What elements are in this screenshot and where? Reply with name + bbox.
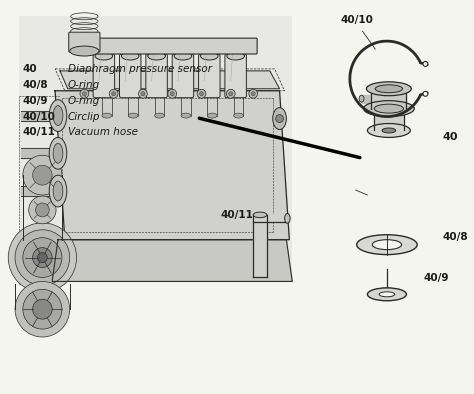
Circle shape xyxy=(249,89,257,98)
Ellipse shape xyxy=(49,175,67,207)
Text: 40/9: 40/9 xyxy=(23,96,48,106)
Circle shape xyxy=(15,230,70,285)
Ellipse shape xyxy=(382,128,396,133)
Circle shape xyxy=(227,89,235,98)
Ellipse shape xyxy=(102,113,112,118)
FancyBboxPatch shape xyxy=(225,54,246,98)
Ellipse shape xyxy=(285,214,290,223)
Ellipse shape xyxy=(53,181,63,201)
Circle shape xyxy=(33,299,52,319)
Circle shape xyxy=(8,223,76,292)
FancyBboxPatch shape xyxy=(199,54,220,98)
Text: O-ring: O-ring xyxy=(68,80,100,90)
Circle shape xyxy=(15,281,70,337)
Polygon shape xyxy=(374,109,403,130)
Circle shape xyxy=(423,61,428,66)
Text: 40/10: 40/10 xyxy=(340,15,373,25)
Circle shape xyxy=(170,92,174,96)
Ellipse shape xyxy=(53,106,63,126)
FancyBboxPatch shape xyxy=(93,54,115,98)
FancyBboxPatch shape xyxy=(91,38,257,54)
Ellipse shape xyxy=(174,52,191,60)
Ellipse shape xyxy=(364,101,414,117)
Ellipse shape xyxy=(128,113,138,118)
Ellipse shape xyxy=(379,292,395,297)
Text: 40: 40 xyxy=(443,132,458,142)
Ellipse shape xyxy=(367,288,406,301)
Ellipse shape xyxy=(207,113,217,118)
Ellipse shape xyxy=(374,104,403,113)
Polygon shape xyxy=(362,95,371,103)
Ellipse shape xyxy=(356,235,417,255)
Circle shape xyxy=(276,115,283,123)
Polygon shape xyxy=(21,111,50,121)
Ellipse shape xyxy=(201,52,218,60)
Ellipse shape xyxy=(70,46,99,56)
Polygon shape xyxy=(55,91,289,240)
Circle shape xyxy=(141,92,145,96)
Circle shape xyxy=(138,89,147,98)
Polygon shape xyxy=(21,149,50,158)
Circle shape xyxy=(80,89,89,98)
Circle shape xyxy=(168,89,177,98)
Ellipse shape xyxy=(49,100,67,132)
Circle shape xyxy=(29,196,56,224)
Text: 40/10: 40/10 xyxy=(23,112,56,122)
FancyBboxPatch shape xyxy=(119,54,141,98)
Circle shape xyxy=(197,89,206,98)
Ellipse shape xyxy=(155,113,164,118)
Circle shape xyxy=(37,253,47,262)
Circle shape xyxy=(229,92,233,96)
Circle shape xyxy=(251,92,255,96)
Text: 40/9: 40/9 xyxy=(423,273,448,283)
Circle shape xyxy=(23,238,62,277)
Ellipse shape xyxy=(53,143,63,163)
Text: 40/11: 40/11 xyxy=(23,127,56,138)
Polygon shape xyxy=(253,214,287,222)
FancyBboxPatch shape xyxy=(19,16,292,275)
Text: Circlip: Circlip xyxy=(68,112,100,122)
Ellipse shape xyxy=(253,212,267,217)
Ellipse shape xyxy=(367,124,410,138)
Circle shape xyxy=(82,92,86,96)
Text: 40/11: 40/11 xyxy=(220,210,253,220)
Ellipse shape xyxy=(359,95,364,102)
Text: 40: 40 xyxy=(23,64,37,74)
Polygon shape xyxy=(21,186,50,196)
Ellipse shape xyxy=(95,52,113,60)
Ellipse shape xyxy=(49,138,67,169)
Ellipse shape xyxy=(148,52,165,60)
FancyBboxPatch shape xyxy=(69,32,100,52)
Ellipse shape xyxy=(181,113,191,118)
Circle shape xyxy=(423,91,428,96)
Polygon shape xyxy=(52,240,292,281)
Circle shape xyxy=(36,203,49,217)
Ellipse shape xyxy=(366,82,411,96)
Circle shape xyxy=(33,165,52,185)
Text: Vacuum hose: Vacuum hose xyxy=(68,127,138,138)
FancyBboxPatch shape xyxy=(172,54,194,98)
Ellipse shape xyxy=(234,113,244,118)
Text: O-ring: O-ring xyxy=(68,96,100,106)
Circle shape xyxy=(33,248,52,268)
Circle shape xyxy=(23,289,62,329)
Ellipse shape xyxy=(227,52,245,60)
Polygon shape xyxy=(60,71,280,89)
Text: 40/8: 40/8 xyxy=(23,80,48,90)
Circle shape xyxy=(23,155,62,195)
Ellipse shape xyxy=(372,240,401,250)
Polygon shape xyxy=(371,89,406,109)
Text: Diaphragm pressure sensor: Diaphragm pressure sensor xyxy=(68,64,212,74)
Polygon shape xyxy=(253,215,267,277)
Text: 40/8: 40/8 xyxy=(443,232,468,242)
Circle shape xyxy=(200,92,203,96)
FancyBboxPatch shape xyxy=(146,54,167,98)
Ellipse shape xyxy=(273,108,286,130)
Ellipse shape xyxy=(121,52,139,60)
Circle shape xyxy=(109,89,118,98)
Ellipse shape xyxy=(375,85,402,93)
Circle shape xyxy=(112,92,116,96)
